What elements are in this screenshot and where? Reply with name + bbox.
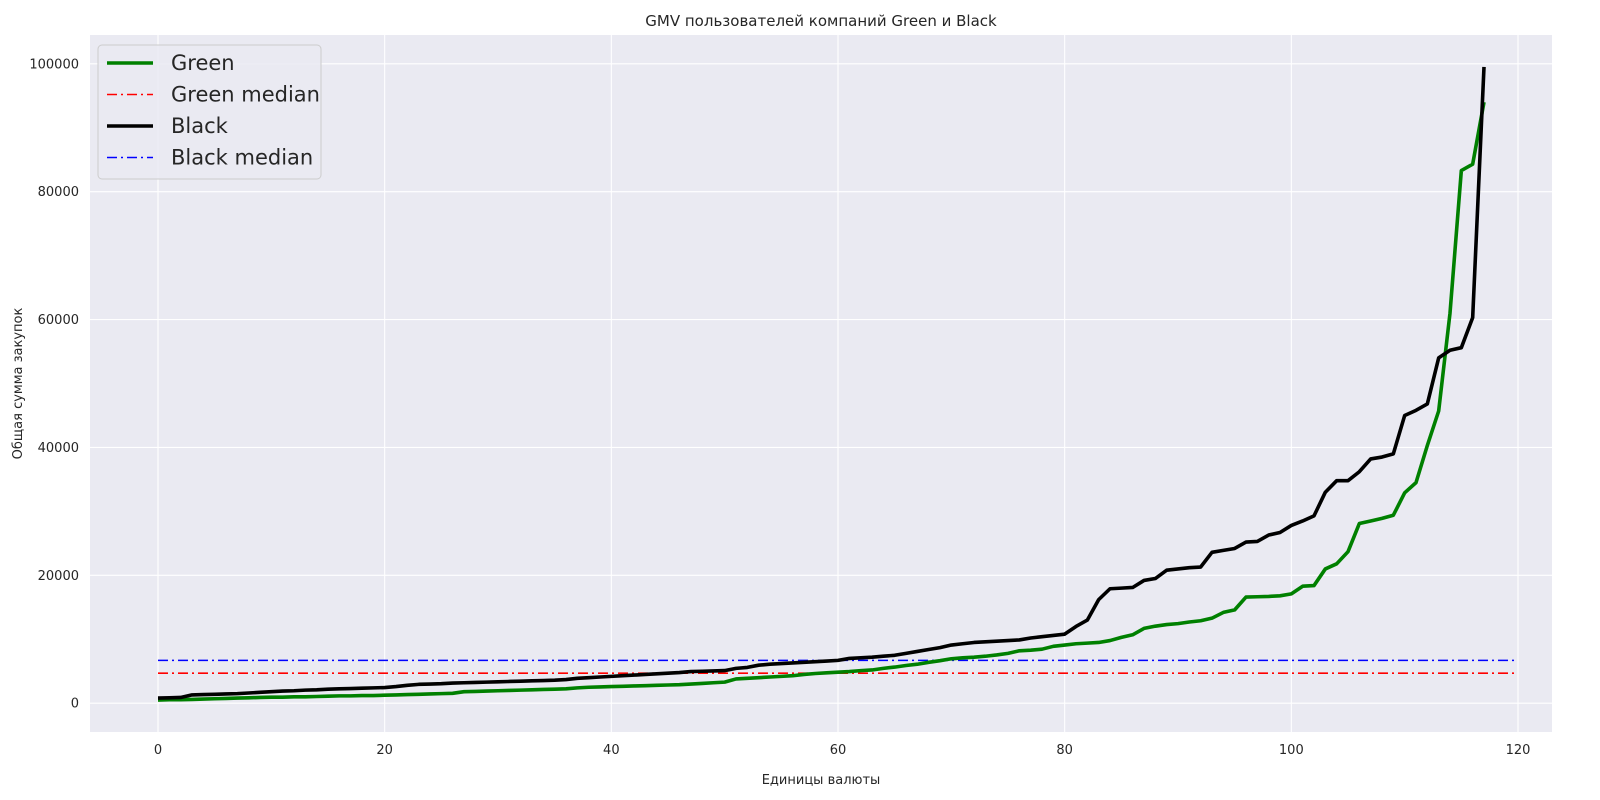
y-axis-label: Общая сумма закупок	[11, 308, 26, 460]
y-axis-ticks: 0 20000 40000 60000 80000 100000	[29, 57, 79, 711]
legend-label-black-median: Black median	[171, 146, 313, 170]
legend-label-green-median: Green median	[171, 83, 320, 107]
plot-area	[90, 35, 1552, 732]
x-tick-label: 40	[603, 743, 620, 758]
x-tick-label: 20	[376, 743, 393, 758]
chart-title: GMV пользователей компаний Green и Black	[645, 12, 997, 30]
series-group	[157, 66, 1518, 702]
y-tick-label: 80000	[38, 185, 79, 200]
y-tick-label: 0	[71, 697, 79, 712]
y-tick-label: 60000	[38, 313, 79, 328]
x-tick-label: 0	[154, 743, 162, 758]
y-tick-label: 100000	[29, 57, 79, 72]
x-tick-label: 80	[1056, 743, 1073, 758]
y-tick-label: 40000	[38, 441, 79, 456]
y-tick-label: 20000	[38, 569, 79, 584]
gridlines	[90, 35, 1552, 732]
legend: Green Green median Black Black median	[97, 44, 322, 180]
legend-label-green: Green	[171, 51, 235, 75]
x-tick-label: 120	[1506, 743, 1531, 758]
series-line-black	[157, 66, 1486, 700]
legend-box	[97, 44, 322, 180]
x-tick-label: 60	[830, 743, 847, 758]
x-axis-label: Единицы валюты	[762, 773, 881, 788]
series-line-green	[157, 101, 1486, 702]
x-axis-ticks: 0 20 40 60 80 100 120	[154, 743, 1531, 758]
x-tick-label: 100	[1279, 743, 1304, 758]
legend-label-black: Black	[171, 114, 229, 138]
